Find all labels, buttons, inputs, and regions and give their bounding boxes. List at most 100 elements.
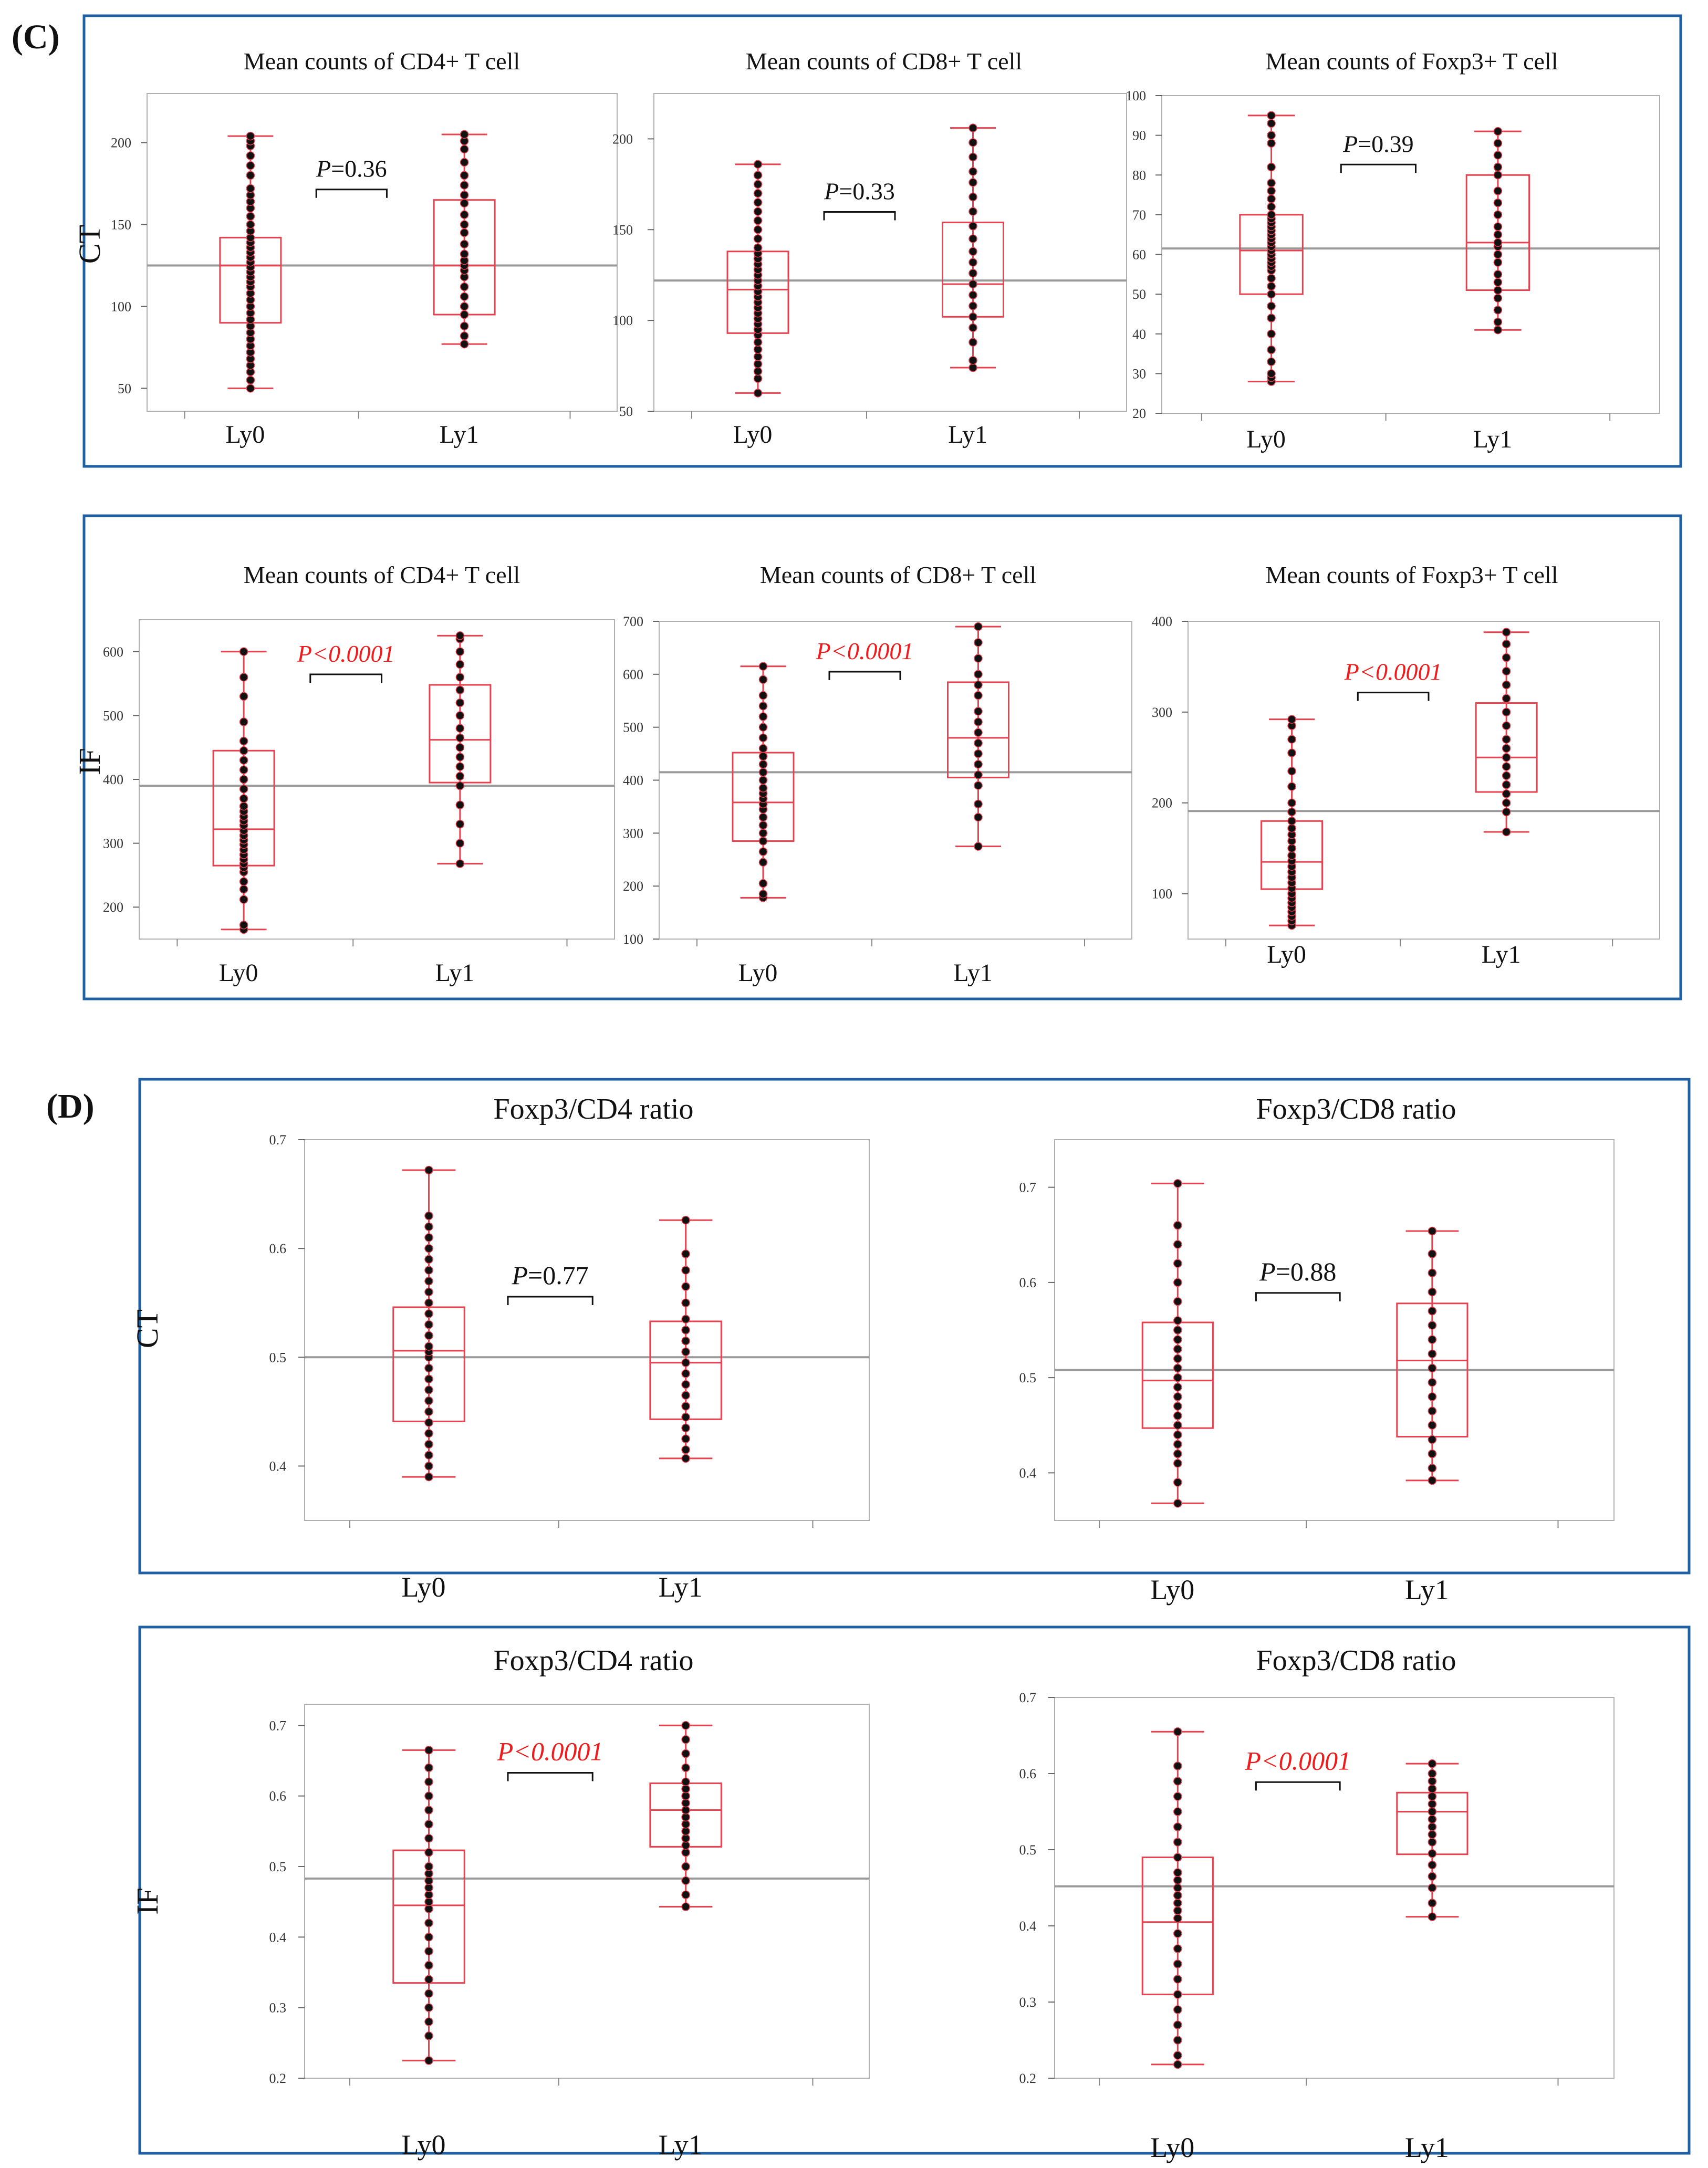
data-point [424,1244,433,1253]
data-point [1267,162,1276,172]
x-category-label: Ly1 [659,1571,703,1603]
plot-frame [1054,1697,1615,2079]
data-point [758,723,768,732]
data-point [1267,194,1276,203]
data-point [424,1806,433,1815]
data-point [1173,1822,1182,1831]
plot-frame [1161,95,1660,414]
charts-layer: Mean counts of CD4+ T cell CT 50 100 150 200 L… [72,48,1660,2163]
x-category-label: Ly1 [948,421,987,449]
plot-frame [147,93,618,412]
data-point [424,1429,433,1438]
data-point [681,1266,690,1275]
data-point [424,1407,433,1416]
data-point [1173,1440,1182,1449]
data-point [1428,1363,1437,1373]
data-point [1493,306,1503,315]
data-point [968,138,977,147]
y-tick-label: 700 [623,614,643,629]
p-value-label: P<0.0001 [1244,1746,1351,1775]
data-point [424,2017,433,2026]
x-category-label: Ly1 [435,959,475,987]
data-point [681,1423,690,1433]
p-value-text: =0.88 [1276,1257,1337,1286]
data-point [1428,1226,1437,1236]
data-point [968,207,977,216]
y-tick-label: 200 [623,879,643,894]
p-value-text: <0.0001 [312,640,395,667]
data-point [968,279,977,289]
data-point [1267,289,1276,299]
data-point [1502,744,1511,753]
data-point [1502,798,1511,807]
data-point [1428,1838,1437,1847]
data-point [758,744,768,753]
data-point [1493,270,1503,279]
data-point [239,877,248,886]
data-point [424,1418,433,1427]
chart-title: Mean counts of Foxp3+ T cell [1265,48,1558,75]
chart-c-if-cd4: Mean counts of CD4+ T cell IF 200 300 400 500… [72,561,615,987]
group-ly0: Ly0 [1261,715,1324,968]
p-symbol: P [1259,1257,1276,1286]
p-symbol: P [497,1736,514,1766]
y-tick-label: 50 [619,404,633,419]
x-category-label: Ly1 [1482,941,1521,968]
p-value-label: P=0.33 [824,178,895,204]
group-ly0: Ly0 [1239,111,1304,453]
data-point [681,1876,690,1885]
data-point [1493,151,1503,160]
data-point [1502,707,1511,717]
data-point [1502,771,1511,780]
group-ly1: Ly1 [1475,628,1538,968]
data-point [1428,1912,1437,1921]
data-point [681,1391,690,1400]
chart-title: Foxp3/CD4 ratio [493,1644,693,1677]
y-tick-label: 0.4 [1019,1919,1037,1934]
data-point [758,858,768,867]
section-frames [82,14,1691,2155]
data-point [681,1735,690,1744]
p-symbol: P [1342,130,1358,157]
data-point [1267,202,1276,211]
y-tick-label: 100 [111,299,131,314]
data-point [455,743,465,752]
data-point [758,820,768,830]
data-point [424,1989,433,1998]
data-point [681,1358,690,1367]
data-point [1493,210,1503,220]
data-point [753,171,763,180]
data-point [974,728,983,737]
x-category-label: Ly0 [219,959,258,987]
data-point [1502,666,1511,676]
x-category-label: Ly1 [1473,425,1513,453]
data-point [460,282,469,291]
data-point [758,847,768,856]
data-point [753,338,763,347]
data-point [460,239,469,249]
group-ly1: Ly1 [433,130,496,449]
plot-frame [139,619,615,940]
significance-bracket [1255,1292,1341,1301]
y-tick-label: 100 [623,932,643,947]
chart-c-if-foxp3: Mean counts of Foxp3+ T cell 100 200 300 400… [1152,561,1660,968]
p-value-label: P=0.77 [512,1260,589,1290]
y-tick-label: 0.7 [1019,1180,1037,1195]
plot-frame [1054,1139,1615,1521]
data-point [1428,1307,1437,1316]
data-point [1502,789,1511,798]
data-point [974,680,983,690]
data-point [1428,1830,1437,1839]
data-point [968,356,977,365]
data-point [239,784,248,794]
row-label: IF [72,748,107,775]
significance-bracket [1255,1781,1341,1791]
group-ly1: Ly1 [649,1721,722,2161]
data-point [1428,1449,1437,1458]
data-point [246,212,255,221]
x-category-label: Ly0 [1267,941,1306,968]
data-point [1173,1807,1182,1816]
plot-frame [659,621,1132,940]
data-point [424,1165,433,1175]
data-point [424,1848,433,1857]
